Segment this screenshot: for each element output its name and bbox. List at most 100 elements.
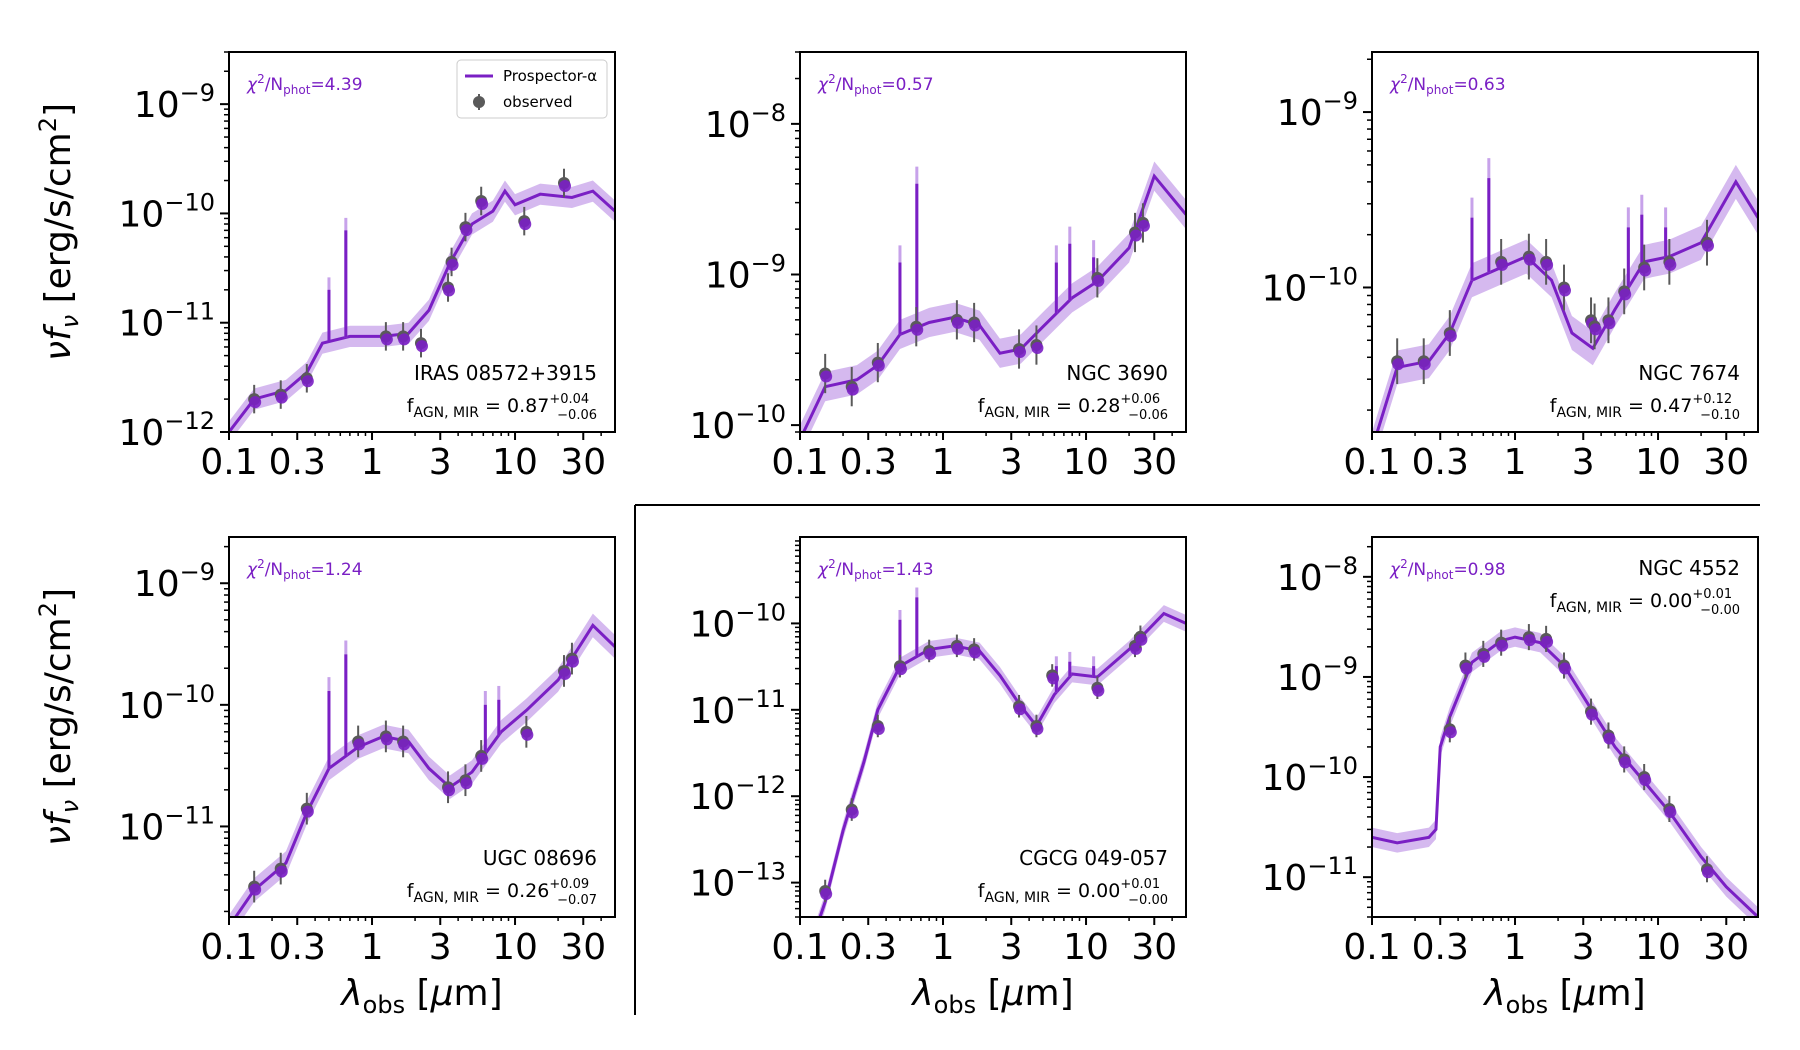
y-tick-label: 10−12 <box>690 771 786 818</box>
plot-frame <box>799 536 1187 918</box>
model-photometry-point <box>1137 219 1150 232</box>
x-tick-label: 3 <box>1572 927 1595 968</box>
x-tick-label: 0.3 <box>1412 442 1469 483</box>
model-photometry-point <box>1392 358 1405 371</box>
model-photometry-point <box>476 752 489 765</box>
model-photometry-point <box>1541 258 1554 271</box>
model-photometry-point <box>820 370 833 383</box>
model-photometry-point <box>1418 358 1431 371</box>
model-photometry-point <box>1031 342 1044 355</box>
x-tick-label: 0.1 <box>771 927 828 968</box>
x-tick-label: 10 <box>492 927 538 968</box>
x-tick-label: 30 <box>1703 927 1749 968</box>
x-tick-label: 0.1 <box>1343 442 1400 483</box>
model-photometry-point <box>951 642 964 655</box>
model-photometry-point <box>1586 708 1599 721</box>
model-photometry-point <box>443 284 456 297</box>
x-tick-label: 10 <box>1063 927 1109 968</box>
x-tick-label: 1 <box>361 442 384 483</box>
y-tick-label: 10−9 <box>705 249 786 296</box>
model-photometry-point <box>249 396 262 409</box>
galaxy-name: NGC 3690 <box>1066 361 1168 385</box>
x-axis-label: λobs [μm] <box>1482 973 1645 1019</box>
model-photometry-point <box>446 258 459 271</box>
x-tick-label: 1 <box>361 927 384 968</box>
legend-observed-label: observed <box>503 93 573 111</box>
model-photometry-point <box>275 865 288 878</box>
legend-model-label: Prospector-α <box>503 67 597 85</box>
chi2-label: χ2/Nphot=4.39 <box>246 72 363 97</box>
model-line <box>233 623 615 917</box>
fagn-label: fAGN, MIR = 0.00+0.01 −0.00 <box>978 877 1168 908</box>
legend: Prospector-α observed <box>456 59 608 119</box>
y-tick-label: 10−12 <box>119 407 215 454</box>
model-line <box>801 173 1186 432</box>
legend-observed-swatch <box>473 96 485 108</box>
y-tick-label: 10−9 <box>1277 652 1358 699</box>
legend-box <box>456 59 608 119</box>
x-tick-label: 0.1 <box>200 442 257 483</box>
model-photometry-point <box>969 646 982 659</box>
fagn-label: fAGN, MIR = 0.26+0.09 −0.07 <box>407 877 597 908</box>
y-tick-label: 10−10 <box>1262 262 1358 309</box>
model-uncertainty-band <box>800 161 1186 432</box>
panel-6: 0.1 0.3 1 3 10 30 10−11 10−10 10−9 10−8 χ2/Nphot=0… <box>1262 536 1759 1019</box>
x-tick-label: 3 <box>429 442 452 483</box>
x-tick-label: 30 <box>1703 442 1749 483</box>
plot-area <box>1372 158 1758 432</box>
model-photometry-point <box>1664 805 1677 818</box>
chi2-label: χ2/Nphot=1.43 <box>817 557 934 582</box>
y-tick-label: 10−10 <box>119 680 215 727</box>
model-photometry-point <box>1092 684 1105 697</box>
y-tick-label: 10−10 <box>690 598 786 645</box>
plot-area <box>229 168 615 432</box>
panel-1: 0.1 0.3 1 3 10 30 10−12 10−11 10−10 10−9 χ2/Nphot=… <box>34 51 616 483</box>
fagn-label: fAGN, MIR = 0.87+0.04 −0.06 <box>407 392 597 423</box>
x-tick-label: 30 <box>1131 442 1177 483</box>
x-tick-label: 0.1 <box>1343 927 1400 968</box>
x-tick-label: 0.3 <box>840 927 897 968</box>
model-photometry-point <box>924 647 937 660</box>
model-photometry-point <box>911 323 924 336</box>
plot-frame <box>228 536 616 918</box>
model-uncertainty-band <box>229 613 615 917</box>
model-photometry-point <box>1496 258 1509 271</box>
x-tick-label: 1 <box>932 927 955 968</box>
plot-area <box>1372 624 1758 917</box>
y-tick-label: 10−9 <box>134 558 215 605</box>
model-photometry-point <box>1619 288 1632 301</box>
model-photometry-point <box>1014 703 1027 716</box>
y-tick-label: 10−10 <box>119 188 215 235</box>
plot-frame <box>1371 536 1759 918</box>
plot-frame <box>799 51 1187 433</box>
y-tick-label: 10−8 <box>1277 552 1358 599</box>
galaxy-name: UGC 08696 <box>483 846 597 870</box>
model-photometry-point <box>380 733 393 746</box>
panel-5: 0.1 0.3 1 3 10 30 10−13 10−12 10−11 10−10 χ2/Nphot… <box>690 536 1187 1019</box>
y-tick-label: 10−11 <box>119 298 215 345</box>
model-photometry-point <box>1558 662 1571 675</box>
x-tick-label: 30 <box>560 927 606 968</box>
y-tick-label: 10−9 <box>1277 87 1358 134</box>
fagn-label: fAGN, MIR = 0.28+0.06 −0.06 <box>978 392 1168 423</box>
model-photometry-point <box>460 777 473 790</box>
plot-area <box>817 587 1186 917</box>
model-photometry-point <box>846 806 859 819</box>
model-line <box>1372 635 1758 917</box>
plot-area <box>800 161 1186 432</box>
model-photometry-point <box>1031 722 1044 735</box>
galaxy-name: IRAS 08572+3915 <box>414 361 597 385</box>
model-photometry-point <box>1130 229 1143 242</box>
y-tick-label: 10−11 <box>1262 852 1358 899</box>
model-photometry-point <box>1639 774 1652 787</box>
model-uncertainty-band <box>1372 627 1758 917</box>
model-photometry-point <box>443 784 456 797</box>
x-tick-label: 30 <box>560 442 606 483</box>
model-photometry-point <box>398 333 411 346</box>
model-photometry-point <box>1444 330 1457 343</box>
model-photometry-point <box>275 391 288 404</box>
x-tick-label: 0.3 <box>840 442 897 483</box>
model-photometry-point <box>398 738 411 751</box>
x-tick-label: 0.3 <box>1412 927 1469 968</box>
